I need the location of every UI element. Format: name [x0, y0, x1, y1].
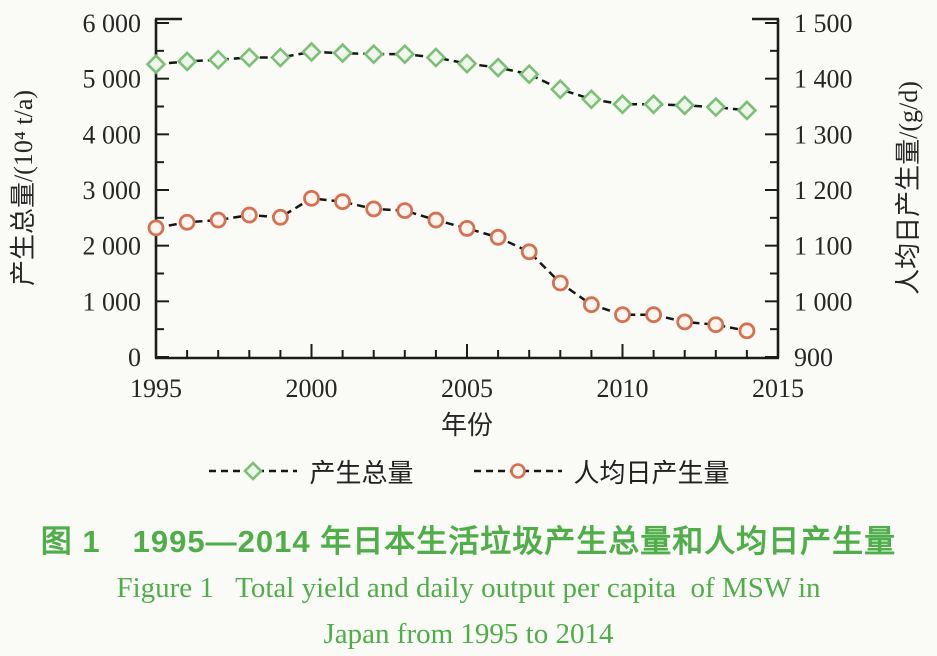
data-point-total: [207, 49, 229, 71]
data-point-per-capita: [614, 306, 631, 324]
data-point-total: [301, 41, 322, 63]
data-point-per-capita: [738, 322, 756, 340]
data-point-per-capita: [334, 193, 352, 211]
data-point-total: [270, 47, 291, 68]
data-point-total: [332, 42, 353, 64]
data-point-per-capita: [520, 243, 538, 261]
y-axis-right-tick-label: 900: [794, 343, 833, 372]
data-point-total: [456, 53, 478, 74]
y-axis-right-tick-label: 1 400: [794, 65, 853, 94]
chart-legend: 产生总量 人均日产生量: [0, 451, 937, 491]
data-point-per-capita: [489, 228, 507, 246]
data-point-per-capita: [240, 206, 258, 224]
data-point-total: [394, 43, 416, 65]
data-point-per-capita: [178, 213, 196, 231]
msw-line-chart: 0 1 000 2 000 3 000 4 000 5 000 6 000 900 1 000 1…: [9, 9, 923, 440]
data-point-per-capita: [396, 202, 414, 219]
y-axis-right-tick-label: 1 200: [794, 176, 853, 205]
y-axis-left-tick-label: 6 000: [83, 9, 142, 38]
figure-caption-chinese: 图 1 1995—2014 年日本生活垃圾产生总量和人均日产生量: [40, 524, 897, 559]
data-point-per-capita: [271, 208, 289, 226]
figure-caption-english-line1: Figure 1 Total yield and daily output pe…: [116, 572, 821, 604]
data-point-total: [581, 88, 602, 110]
data-point-total: [705, 96, 727, 118]
y-axis-left-tick-label: 4 000: [83, 120, 142, 149]
x-axis-tick-label: 2000: [286, 374, 338, 403]
x-axis-tick-label: 2015: [752, 374, 804, 403]
data-point-per-capita: [583, 296, 600, 314]
y-axis-left-tick-label: 2 000: [83, 232, 142, 261]
data-point-per-capita: [707, 316, 725, 334]
data-point-per-capita: [645, 306, 662, 324]
data-point-total: [238, 47, 260, 68]
legend-diamond-icon: [209, 461, 298, 481]
data-point-per-capita: [209, 211, 227, 229]
legend-circle-icon: [473, 463, 562, 479]
y-axis-left-tick-label: 0: [128, 343, 141, 372]
series-line-per-capita: [155, 197, 748, 333]
y-axis-left-title: 产生总量/(10⁴ t/a): [9, 90, 38, 286]
x-axis-tick-label: 2010: [597, 374, 649, 403]
y-axis-right-tick-label: 1 100: [794, 232, 853, 261]
data-point-total: [643, 93, 664, 115]
data-point-total: [425, 47, 447, 68]
data-point-total: [145, 53, 167, 75]
data-point-per-capita: [458, 220, 476, 237]
legend-label-per-capita: 人均日产生量: [573, 458, 730, 488]
data-point-total: [612, 93, 633, 115]
data-point-total: [176, 51, 198, 72]
data-point-per-capita: [147, 219, 165, 237]
x-axis-title: 年份: [441, 411, 493, 440]
y-axis-right-title: 人均日产生量/(g/d): [894, 81, 923, 295]
data-point-total: [736, 100, 758, 121]
data-point-per-capita: [551, 274, 569, 292]
data-point-total: [363, 43, 385, 65]
y-axis-left-tick-label: 1 000: [83, 287, 142, 316]
legend-label-total: 产生总量: [309, 458, 414, 488]
legend-item-total: 产生总量: [207, 453, 414, 490]
data-point-per-capita: [365, 200, 383, 218]
data-point-total: [487, 57, 509, 78]
data-point-total: [549, 78, 571, 100]
y-axis-right-tick-label: 1 500: [794, 9, 853, 38]
figure-caption-english-line2: Japan from 1995 to 2014: [323, 618, 614, 650]
x-axis-tick-label: 2005: [441, 374, 493, 403]
y-axis-left-tick-label: 5 000: [83, 65, 142, 94]
data-point-total: [518, 63, 540, 85]
x-axis-tick-label: 1995: [130, 374, 182, 403]
data-point-per-capita: [303, 189, 320, 207]
data-point-total: [674, 95, 696, 116]
legend-item-per-capita: 人均日产生量: [472, 453, 730, 490]
y-axis-left-tick-label: 3 000: [83, 176, 142, 205]
data-point-per-capita: [676, 313, 694, 331]
data-point-per-capita: [427, 211, 445, 229]
y-axis-right-tick-label: 1 000: [794, 287, 853, 316]
y-axis-right-tick-label: 1 300: [794, 120, 853, 149]
